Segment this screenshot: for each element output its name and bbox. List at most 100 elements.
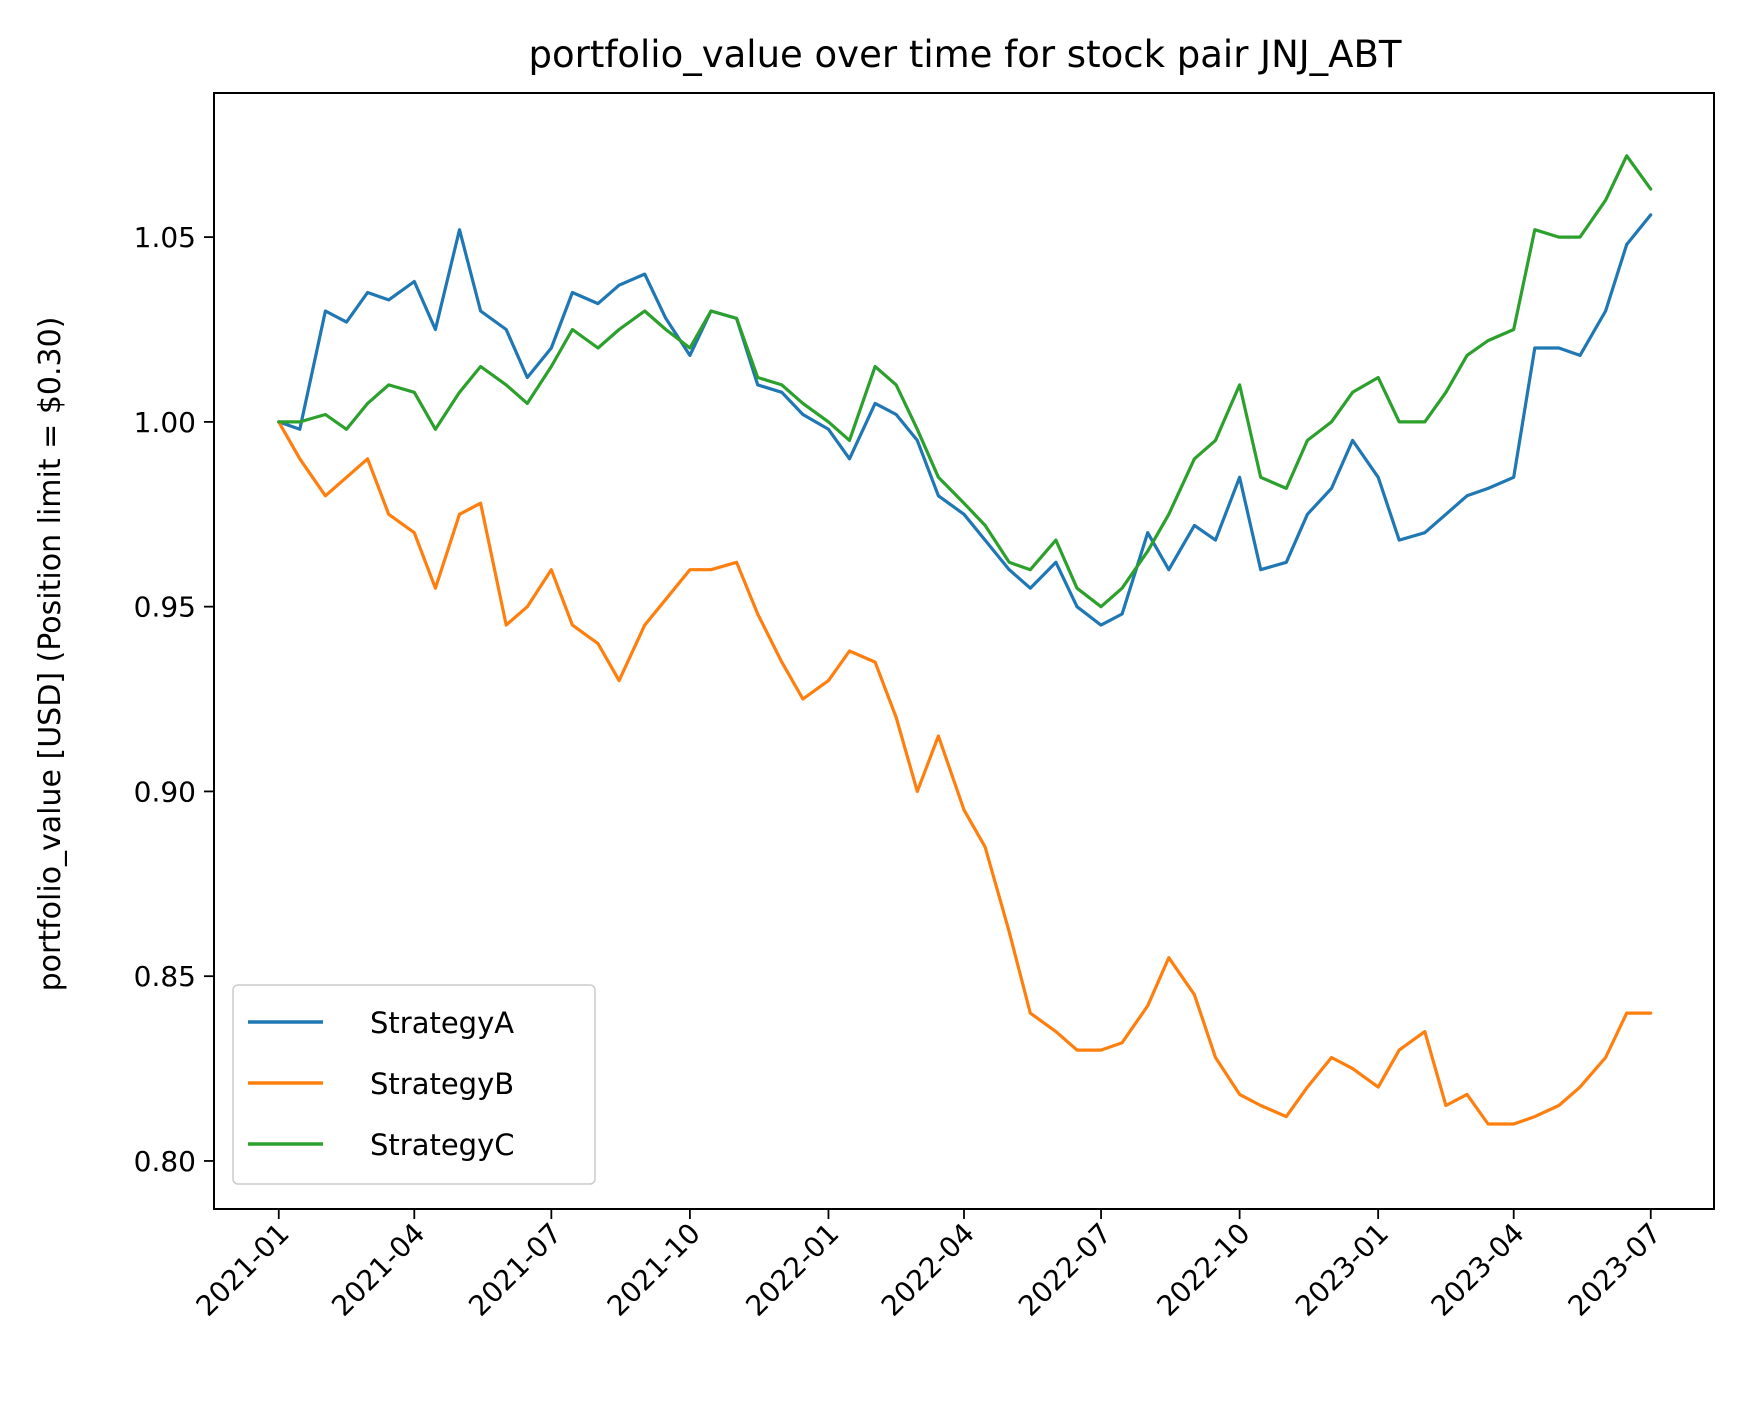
data-point [1398,421,1401,423]
data-point [458,391,461,394]
data-point [298,421,301,423]
data-point [643,624,646,626]
data-point [1579,1086,1581,1088]
data-point [618,679,620,682]
data-point [1238,476,1241,479]
data-point [1377,376,1380,379]
data-point [1259,476,1262,479]
data-point [1533,1115,1536,1118]
data-point [345,476,348,479]
data-point [895,716,898,719]
data-point [1351,439,1354,442]
data-point [710,568,712,571]
data-point [1193,993,1196,996]
data-point [479,310,482,312]
data-point [937,476,940,479]
data-point [1423,1030,1426,1033]
legend-label: StrategyB [370,1067,514,1101]
data-point [458,228,461,231]
data-point [1445,391,1447,394]
data-point [1285,1115,1288,1118]
data-point [1029,568,1032,571]
data-point [664,328,667,331]
y-tick-label: 1.00 [134,406,196,439]
data-point [937,735,940,737]
data-point [1330,1056,1333,1059]
data-point [366,457,369,460]
data-point [827,679,830,682]
data-point [1330,487,1333,490]
data-point [1330,421,1333,423]
data-point [618,328,620,331]
data-point [1445,1104,1447,1107]
data-point [756,613,759,615]
data-point [597,302,599,305]
data-point [916,790,919,793]
data-point [780,391,783,394]
data-point [387,513,390,516]
data-point [874,661,876,663]
data-point [780,661,783,663]
data-point [756,384,759,386]
data-point [1285,487,1288,490]
legend-label: StrategyA [370,1006,514,1040]
data-point [1193,524,1196,527]
chart-title: portfolio_value over time for stock pair… [529,33,1402,76]
data-point [298,457,301,460]
data-point [479,365,482,368]
data-point [689,347,691,349]
data-point [937,494,940,497]
data-point [1076,1049,1078,1051]
legend-label: StrategyC [370,1128,515,1162]
data-point [916,428,919,431]
data-point [1214,1056,1217,1059]
data-point [1649,214,1652,216]
data-point [1377,1086,1380,1088]
data-point [1055,539,1057,541]
data-point [413,280,416,283]
data-point [1146,1004,1149,1007]
data-point [526,376,529,379]
data-point [1487,487,1489,490]
data-point [1214,439,1217,442]
data-point [1512,328,1515,331]
data-point [571,328,574,331]
data-point [1306,1086,1309,1088]
data-point [1466,1093,1468,1096]
data-point [1579,354,1581,357]
data-point [963,809,965,811]
data-point [1306,513,1309,516]
data-point [298,428,301,431]
y-tick-label: 0.85 [134,960,196,993]
series-StrategyC [277,154,1653,609]
data-point [571,624,574,626]
data-point [1445,513,1447,516]
data-point [345,321,348,323]
data-point [1466,494,1468,497]
data-point [1076,605,1078,608]
data-point [1008,930,1011,933]
legend-box [232,984,596,1185]
data-point [550,347,553,349]
data-point [1238,384,1241,386]
data-point [597,347,599,349]
data-point [1008,561,1011,564]
data-point [1625,1012,1628,1014]
data-point [1604,199,1607,202]
data-point [571,291,574,294]
data-point [848,457,851,460]
data-point [1625,243,1628,246]
data-point [916,439,919,442]
y-tick-label: 0.80 [134,1145,196,1178]
data-point [1008,568,1011,571]
data-point [277,421,280,423]
data-point [505,384,508,386]
data-point [618,284,620,287]
data-point [597,642,599,645]
data-point [874,402,876,405]
data-point [963,513,965,516]
data-point [1398,1049,1401,1051]
data-point [413,391,416,394]
